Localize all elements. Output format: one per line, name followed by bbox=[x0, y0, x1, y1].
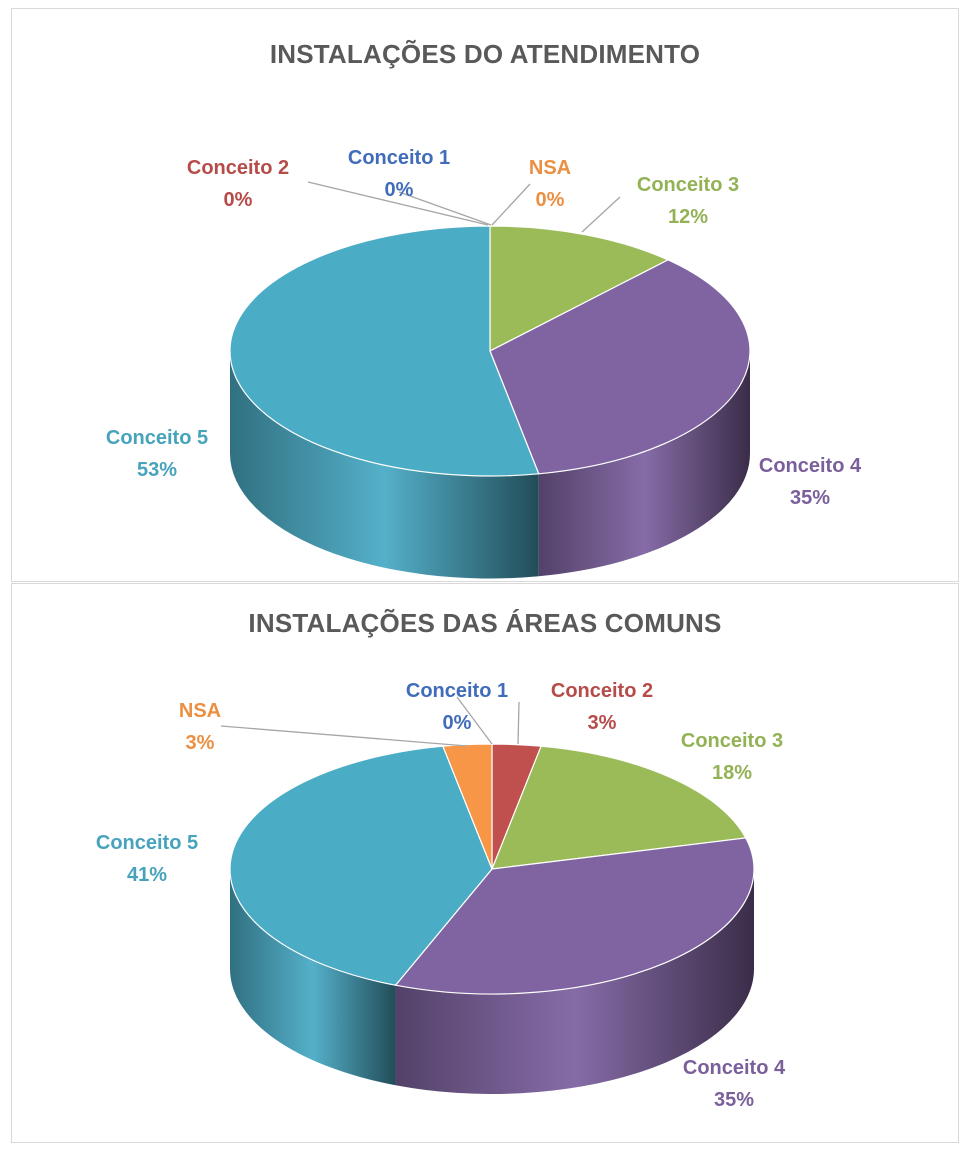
conceito-4-percent-label: 35% bbox=[790, 487, 830, 509]
chart-title: INSTALAÇÕES DO ATENDIMENTO bbox=[269, 39, 701, 69]
conceito-3-label: Conceito 3 bbox=[637, 174, 739, 196]
conceito-5-side bbox=[230, 351, 539, 579]
conceito-1-percent-label: 0% bbox=[443, 712, 472, 734]
conceito-5-label: Conceito 5 bbox=[106, 427, 208, 449]
conceito-3-label: Conceito 3 bbox=[681, 730, 783, 752]
conceito-2-percent-label: 0% bbox=[224, 189, 253, 211]
pie-chart-areas-comuns: Conceito 1 0% Conceito 2 3% Conceito 3 18% Con… bbox=[96, 680, 786, 1111]
conceito-2-percent-label: 3% bbox=[588, 712, 617, 734]
conceito-1-leader-line bbox=[456, 696, 493, 745]
nsa-leader-line bbox=[491, 183, 531, 226]
conceito-4-label: Conceito 4 bbox=[759, 455, 862, 477]
conceito-5-label: Conceito 5 bbox=[96, 832, 198, 854]
nsa-label: NSA bbox=[179, 700, 221, 722]
nsa-leader-line bbox=[220, 725, 468, 747]
conceito-4-percent-label: 35% bbox=[714, 1089, 754, 1111]
pie-side-walls bbox=[230, 869, 754, 1094]
conceito-4-slice bbox=[489, 259, 751, 475]
conceito-2-leader-line bbox=[307, 181, 489, 226]
conceito-3-leader-line bbox=[581, 196, 621, 233]
conceito-5-slice bbox=[229, 745, 493, 986]
conceito-4-slice bbox=[394, 837, 755, 995]
conceito-2-label: Conceito 2 bbox=[187, 157, 289, 179]
conceito-4-side bbox=[395, 869, 754, 1094]
conceito-1-percent-label: 0% bbox=[385, 179, 414, 201]
conceito-1-leader-line bbox=[398, 191, 492, 226]
conceito-5-percent-label: 53% bbox=[137, 459, 177, 481]
conceito-1-label: Conceito 1 bbox=[406, 680, 508, 702]
nsa-label: NSA bbox=[529, 157, 571, 179]
pie-top bbox=[229, 743, 755, 995]
chart-panel-areas-comuns: INSTALAÇÕES DAS ÁREAS COMUNS Conceito 1 0… bbox=[11, 583, 959, 1143]
conceito-3-percent-label: 12% bbox=[668, 206, 708, 228]
chart-title: INSTALAÇÕES DAS ÁREAS COMUNS bbox=[248, 608, 722, 638]
conceito-3-slice bbox=[489, 225, 670, 352]
conceito-4-label: Conceito 4 bbox=[683, 1057, 786, 1079]
conceito-3-percent-label: 18% bbox=[712, 762, 752, 784]
pie-labels: Conceito 1 0% Conceito 2 0% Conceito 3 12% Con… bbox=[106, 147, 862, 509]
chart-panel-atendimento: INSTALAÇÕES DO ATENDIMENTO Conceito 1 0% C… bbox=[11, 8, 959, 582]
pie-top bbox=[229, 225, 751, 477]
pie-labels: Conceito 1 0% Conceito 2 3% Conceito 3 18% Con… bbox=[96, 680, 786, 1111]
conceito-2-leader-line bbox=[517, 701, 520, 745]
pie-chart-atendimento: Conceito 1 0% Conceito 2 0% Conceito 3 12% Con… bbox=[106, 147, 862, 579]
conceito-5-percent-label: 41% bbox=[127, 864, 167, 886]
conceito-4-side bbox=[538, 351, 750, 577]
conceito-5-side bbox=[230, 869, 396, 1086]
conceito-5-slice bbox=[229, 225, 540, 477]
conceito-1-label: Conceito 1 bbox=[348, 147, 450, 169]
conceito-2-label: Conceito 2 bbox=[551, 680, 653, 702]
nsa-percent-label: 0% bbox=[536, 189, 565, 211]
conceito-3-slice bbox=[491, 745, 747, 870]
pie-side-walls bbox=[230, 351, 750, 579]
nsa-percent-label: 3% bbox=[186, 732, 215, 754]
